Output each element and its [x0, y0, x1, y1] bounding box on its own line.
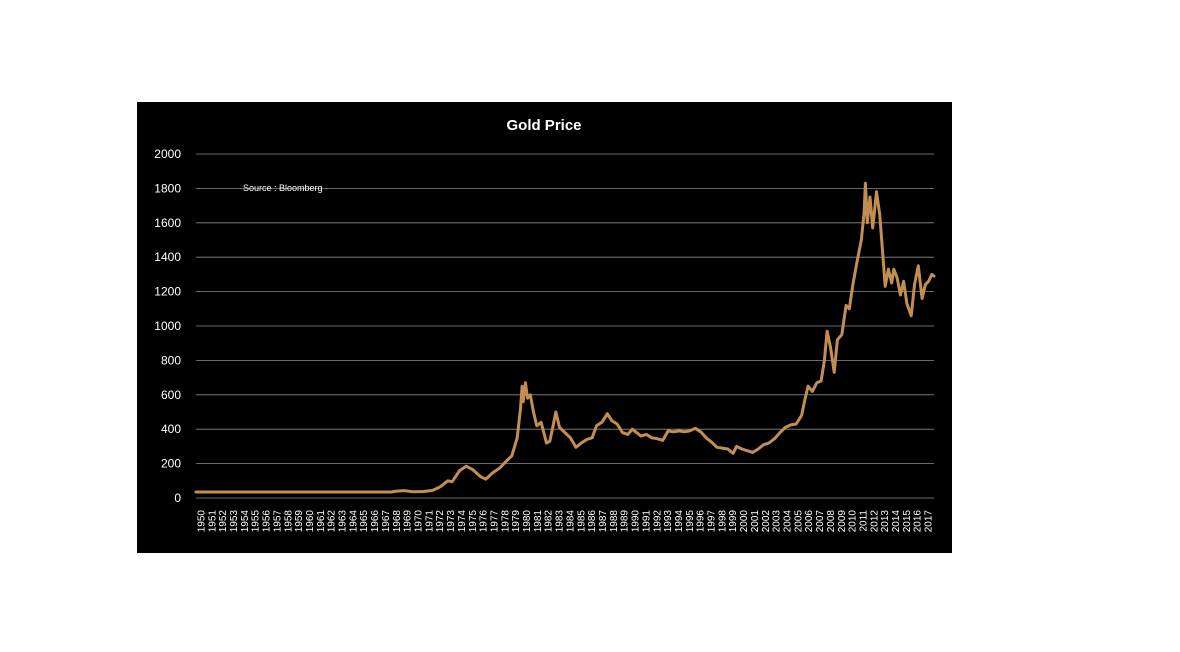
x-tick-label: 2004: [782, 510, 793, 533]
x-tick-label: 1986: [587, 510, 598, 533]
x-tick-label: 1954: [240, 510, 251, 533]
x-tick-label: 1965: [359, 510, 370, 533]
x-tick-label: 1992: [652, 510, 663, 533]
chart-panel: Gold Price 0 200 400 600 800 1000 1200 1400 1600…: [137, 102, 952, 553]
x-tick-label: 2008: [826, 510, 837, 533]
gold-price-chart: Gold Price 0 200 400 600 800 1000 1200 1400 1600…: [154, 117, 936, 533]
series-line-gold-price: [194, 181, 936, 494]
x-tick-label: 2005: [793, 510, 804, 533]
series-layer: [194, 181, 936, 494]
x-tick-label: 2013: [880, 510, 891, 533]
x-tick-label: 1999: [728, 510, 739, 533]
x-tick-label: 1997: [707, 510, 718, 533]
x-tick-label: 1979: [511, 510, 522, 533]
x-tick-label: 1969: [403, 510, 414, 533]
x-tick-label: 1972: [435, 510, 446, 533]
x-tick-label: 1982: [544, 510, 555, 533]
x-tick-label: 1952: [218, 510, 229, 533]
x-tick-label: 2017: [924, 510, 935, 533]
x-tick-label: 1978: [500, 510, 511, 533]
x-tick-label: 2006: [804, 510, 815, 533]
y-tick-label: 800: [161, 353, 181, 367]
x-tick-label: 2001: [750, 510, 761, 533]
x-tick-label: 1998: [717, 510, 728, 533]
x-tick-label: 1993: [663, 510, 674, 533]
x-tick-label: 2014: [891, 510, 902, 533]
y-tick-label: 200: [161, 457, 181, 471]
y-tick-label: 2000: [154, 147, 181, 161]
y-tick-label: 1800: [154, 181, 181, 195]
y-axis-ticks: 0 200 400 600 800 1000 1200 1400 1600 1800 2000: [154, 147, 181, 505]
x-tick-label: 1994: [674, 510, 685, 533]
x-tick-label: 1966: [370, 510, 381, 533]
grid-lines: [196, 153, 934, 499]
x-tick-label: 2002: [761, 510, 772, 533]
x-tick-label: 2012: [869, 510, 880, 533]
x-tick-label: 1960: [305, 510, 316, 533]
y-tick-label: 600: [161, 388, 181, 402]
x-tick-label: 1959: [294, 510, 305, 533]
x-tick-label: 1973: [446, 510, 457, 533]
x-tick-label: 1976: [479, 510, 490, 533]
x-tick-label: 1975: [468, 510, 479, 533]
y-tick-label: 1200: [154, 285, 181, 299]
x-tick-label: 1963: [338, 510, 349, 533]
x-tick-label: 1961: [316, 510, 327, 533]
x-tick-label: 1970: [413, 510, 424, 533]
x-tick-label: 1977: [489, 510, 500, 533]
x-tick-label: 2009: [837, 510, 848, 533]
x-tick-label: 1956: [262, 510, 273, 533]
x-tick-label: 2010: [848, 510, 859, 533]
y-tick-label: 400: [161, 422, 181, 436]
x-tick-label: 1971: [424, 510, 435, 533]
x-tick-label: 1964: [348, 510, 359, 533]
x-tick-label: 1987: [598, 510, 609, 533]
x-tick-label: 1988: [609, 510, 620, 533]
x-tick-label: 2011: [858, 510, 869, 532]
x-tick-label: 1990: [631, 510, 642, 533]
source-annotation: Source : Bloomberg: [243, 183, 323, 193]
x-tick-label: 2000: [739, 510, 750, 533]
y-tick-label: 1400: [154, 250, 181, 264]
x-tick-label: 1995: [685, 510, 696, 533]
y-tick-label: 0: [174, 491, 181, 505]
x-tick-label: 1962: [327, 510, 338, 533]
x-tick-label: 2007: [815, 510, 826, 533]
x-tick-label: 1967: [381, 510, 392, 533]
x-tick-label: 1953: [229, 510, 240, 533]
x-tick-label: 1989: [620, 510, 631, 533]
x-tick-label: 1996: [696, 510, 707, 533]
x-tick-label: 1958: [283, 510, 294, 533]
x-tick-label: 1955: [251, 510, 262, 533]
x-tick-label: 1983: [555, 510, 566, 533]
x-tick-label: 1985: [576, 510, 587, 533]
x-tick-label: 2016: [913, 510, 924, 533]
chart-title: Gold Price: [506, 117, 581, 134]
y-tick-label: 1600: [154, 216, 181, 230]
x-tick-label: 2003: [772, 510, 783, 533]
x-tick-label: 1974: [457, 510, 468, 533]
x-tick-label: 1980: [522, 510, 533, 533]
x-tick-label: 1984: [565, 510, 576, 533]
x-tick-label: 1968: [392, 510, 403, 533]
x-tick-label: 1981: [533, 510, 544, 533]
x-tick-label: 1957: [272, 510, 283, 533]
x-tick-label: 1991: [641, 510, 652, 533]
x-tick-label: 1950: [196, 510, 207, 533]
x-axis-ticks: 1950 1951 1952 1953 1954 1955 1956 1957 1958 1959…: [196, 510, 934, 533]
x-tick-label: 1951: [207, 510, 218, 533]
y-tick-label: 1000: [154, 319, 181, 333]
x-tick-label: 2015: [902, 510, 913, 533]
